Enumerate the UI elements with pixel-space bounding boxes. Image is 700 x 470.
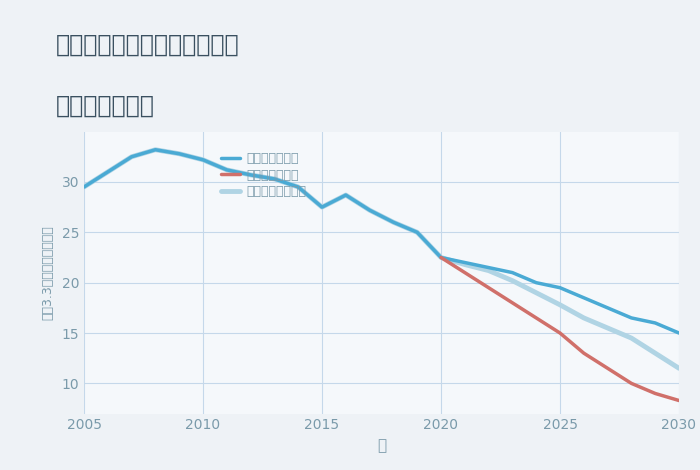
ノーマルシナリオ xyxy=(199,157,207,163)
X-axis label: 年: 年 xyxy=(377,438,386,453)
ノーマルシナリオ xyxy=(151,147,160,153)
バッドシナリオ xyxy=(484,285,493,290)
グッドシナリオ xyxy=(484,265,493,270)
ノーマルシナリオ xyxy=(484,268,493,274)
ノーマルシナリオ xyxy=(365,207,374,213)
ノーマルシナリオ xyxy=(556,302,564,308)
ノーマルシナリオ xyxy=(532,290,540,296)
Line: ノーマルシナリオ: ノーマルシナリオ xyxy=(84,150,679,368)
グッドシナリオ xyxy=(508,270,517,275)
グッドシナリオ xyxy=(175,151,183,157)
ノーマルシナリオ xyxy=(246,172,255,178)
バッドシナリオ xyxy=(603,366,612,371)
グッドシナリオ xyxy=(318,204,326,210)
バッドシナリオ xyxy=(437,255,445,260)
グッドシナリオ xyxy=(127,154,136,160)
グッドシナリオ xyxy=(246,172,255,178)
ノーマルシナリオ xyxy=(104,169,112,175)
ノーマルシナリオ xyxy=(270,176,279,182)
ノーマルシナリオ xyxy=(651,350,659,356)
ノーマルシナリオ xyxy=(127,154,136,160)
バッドシナリオ xyxy=(532,315,540,321)
グッドシナリオ xyxy=(461,260,469,266)
バッドシナリオ xyxy=(651,391,659,396)
ノーマルシナリオ xyxy=(223,167,231,172)
グッドシナリオ xyxy=(104,169,112,175)
ノーマルシナリオ xyxy=(342,192,350,198)
グッドシナリオ xyxy=(627,315,636,321)
Y-axis label: 坪（3.3㎡）単価（万円）: 坪（3.3㎡）単価（万円） xyxy=(41,225,55,320)
ノーマルシナリオ xyxy=(508,278,517,283)
グッドシナリオ xyxy=(437,255,445,260)
グッドシナリオ xyxy=(199,157,207,163)
バッドシナリオ xyxy=(580,350,588,356)
グッドシナリオ xyxy=(580,295,588,301)
Line: グッドシナリオ: グッドシナリオ xyxy=(84,150,679,333)
グッドシナリオ xyxy=(294,184,302,190)
バッドシナリオ xyxy=(556,330,564,336)
グッドシナリオ xyxy=(80,184,88,190)
ノーマルシナリオ xyxy=(294,184,302,190)
グッドシナリオ xyxy=(603,305,612,311)
バッドシナリオ xyxy=(627,381,636,386)
グッドシナリオ xyxy=(413,229,421,235)
グッドシナリオ xyxy=(223,167,231,172)
ノーマルシナリオ xyxy=(437,255,445,260)
Line: バッドシナリオ: バッドシナリオ xyxy=(441,258,679,400)
グッドシナリオ xyxy=(532,280,540,285)
ノーマルシナリオ xyxy=(603,325,612,331)
グッドシナリオ xyxy=(342,192,350,198)
バッドシナリオ xyxy=(675,398,683,403)
Text: 土地の価格推移: 土地の価格推移 xyxy=(56,94,155,118)
ノーマルシナリオ xyxy=(80,184,88,190)
ノーマルシナリオ xyxy=(389,219,398,225)
ノーマルシナリオ xyxy=(461,262,469,267)
グッドシナリオ xyxy=(675,330,683,336)
ノーマルシナリオ xyxy=(580,315,588,321)
Legend: グッドシナリオ, バッドシナリオ, ノーマルシナリオ: グッドシナリオ, バッドシナリオ, ノーマルシナリオ xyxy=(221,152,306,198)
グッドシナリオ xyxy=(556,285,564,290)
ノーマルシナリオ xyxy=(318,204,326,210)
ノーマルシナリオ xyxy=(675,366,683,371)
ノーマルシナリオ xyxy=(627,335,636,341)
グッドシナリオ xyxy=(151,147,160,153)
バッドシナリオ xyxy=(461,270,469,275)
グッドシナリオ xyxy=(651,320,659,326)
Text: 愛知県稲沢市平和町上三宅の: 愛知県稲沢市平和町上三宅の xyxy=(56,33,239,57)
グッドシナリオ xyxy=(389,219,398,225)
ノーマルシナリオ xyxy=(413,229,421,235)
バッドシナリオ xyxy=(508,300,517,306)
グッドシナリオ xyxy=(365,207,374,213)
グッドシナリオ xyxy=(270,176,279,182)
ノーマルシナリオ xyxy=(175,151,183,157)
